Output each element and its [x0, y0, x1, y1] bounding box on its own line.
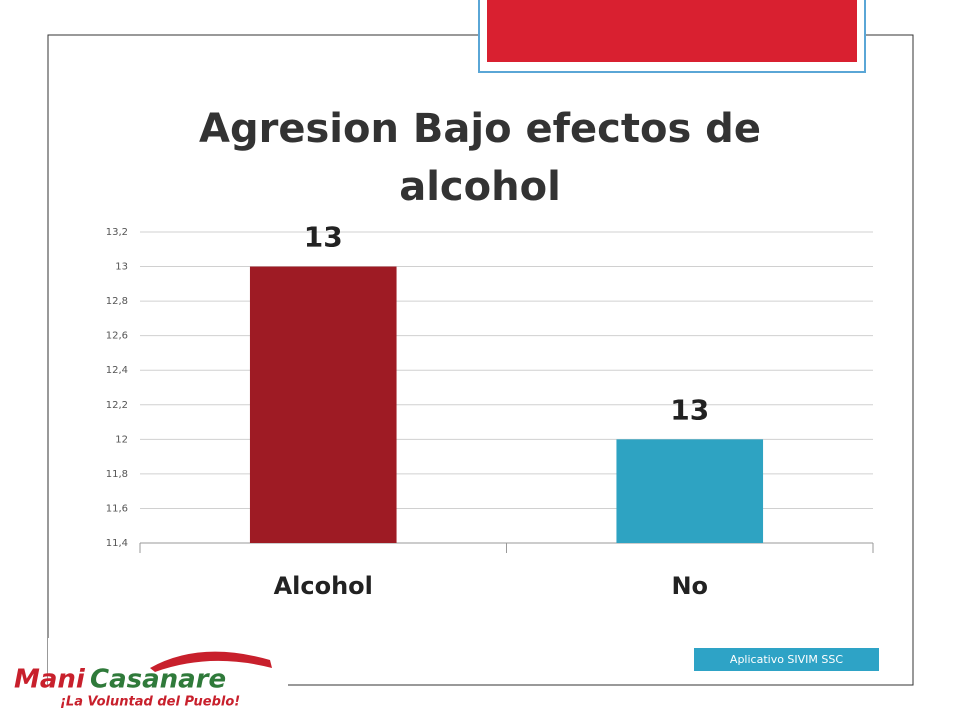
y-tick-label: 12,6 — [106, 331, 128, 342]
x-tick-label: No — [671, 572, 708, 600]
bar — [249, 266, 397, 543]
data-label: 13 — [304, 221, 343, 254]
y-tick-label: 13,2 — [106, 227, 128, 238]
chart-title: Agresion Bajo efectos de alcohol — [199, 106, 761, 210]
data-label: 13 — [670, 393, 709, 426]
y-tick-label: 12,4 — [106, 365, 128, 376]
y-tick-label: 11,4 — [106, 538, 128, 549]
y-tick-label: 12,2 — [106, 400, 128, 411]
y-tick-label: 11,6 — [106, 503, 128, 514]
logo-slogan: ¡La Voluntad del Pueblo! — [60, 695, 240, 710]
y-tick-label: 11,8 — [106, 469, 128, 480]
bar — [616, 439, 764, 543]
header-fill — [487, 0, 857, 62]
x-tick-label: Alcohol — [274, 572, 373, 600]
frame-mask — [48, 638, 288, 698]
y-tick-label: 13 — [115, 262, 128, 273]
logo-name: Casanare — [90, 665, 226, 695]
y-tick-label: 12,8 — [106, 296, 128, 307]
footer-badge: Aplicativo SIVIM SSC — [694, 648, 879, 671]
y-tick-label: 12 — [115, 434, 128, 445]
logo-swoosh — [150, 651, 272, 672]
logo-name: Mani — [14, 665, 86, 695]
